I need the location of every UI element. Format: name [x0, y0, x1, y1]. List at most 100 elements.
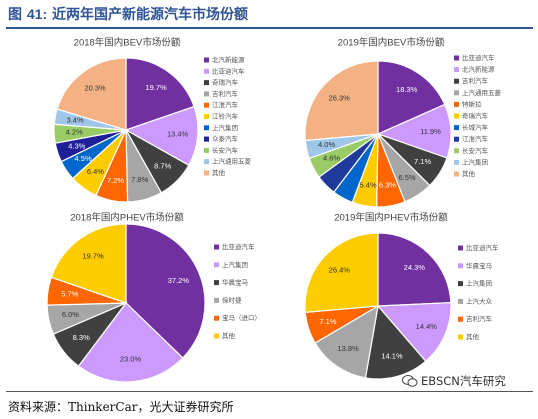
slice-label: 4.3%: [68, 141, 85, 150]
slice-label: 4.5%: [75, 154, 92, 163]
legend-swatch: [454, 55, 459, 61]
pie-slice: [77, 302, 184, 383]
legend-item: 其他: [466, 332, 480, 341]
figure-title-text: 近两年国产新能源汽车市场份额: [51, 7, 248, 23]
pie-slice: [314, 304, 379, 379]
slice-label: 7.1%: [319, 317, 336, 326]
legend-item: 其他: [462, 169, 476, 178]
legend-item: 华晨宝马: [222, 278, 248, 287]
legend-item: 宝马（进口）: [222, 313, 261, 322]
pie-slice: [376, 302, 452, 363]
slice-label: 24.3%: [404, 263, 426, 272]
legend-swatch: [204, 80, 209, 86]
pie-slice: [377, 232, 452, 307]
slice-label: 19.7%: [82, 252, 104, 261]
pie-svg: 2018年国内PHEV市场份额 37.2% 23.0% 8.3% 6.0% 5.7% 19.…: [46, 211, 261, 383]
legend-swatch: [458, 298, 463, 304]
pie-slice: [304, 60, 379, 142]
pie-slice: [124, 105, 199, 167]
legend-item: 北汽新能源: [462, 65, 495, 74]
chart-bev-2019: 2019年国内BEV市场份额 18.3% 11.9% 7.1% 6.5% 6.3% 5.4%…: [270, 30, 532, 208]
legend-item: 上汽集团: [462, 157, 488, 166]
legend-swatch: [204, 102, 209, 108]
legend-swatch: [204, 136, 209, 142]
legend-item: 上汽大众: [466, 296, 493, 305]
legend-swatch: [214, 262, 219, 268]
chart-bev-2018: 2018年国内BEV市场份额 19.7% 13.4% 8.7% 7.8% 7.2% 6.4%…: [6, 30, 268, 205]
legend-swatch: [214, 297, 219, 303]
title-rule: [6, 27, 533, 29]
legend-swatch: [454, 78, 459, 84]
pie-svg: 2019年国内PHEV市场份额 24.3% 14.4% 14.1% 13.8% 7.1% 2…: [304, 211, 499, 380]
legend-swatch: [454, 136, 459, 142]
pie-svg: 2018年国内BEV市场份额 19.7% 13.4% 8.7% 7.8% 7.2%6.4%…: [53, 36, 252, 203]
figure-title-number: 41:: [26, 6, 48, 22]
legend-swatch: [204, 57, 209, 63]
legend-item: 吉利汽车: [212, 89, 239, 98]
legend-swatch: [204, 147, 209, 153]
legend-swatch: [454, 67, 459, 73]
pie-slice: [304, 232, 379, 313]
legend-item: 比亚迪汽车: [212, 66, 245, 75]
legend-item: 上汽集团: [466, 279, 492, 288]
legend-item: 吉利汽车: [466, 314, 493, 323]
slice-label: 5.7%: [61, 289, 78, 298]
slice-label: 7.2%: [107, 176, 124, 185]
legend-item: 比亚迪汽车: [462, 53, 495, 62]
slice-label: 13.4%: [167, 130, 189, 139]
legend-item: 众泰汽车: [212, 134, 239, 143]
legend-item: 华晨宝马: [466, 261, 492, 270]
legend-item: 北汽新能源: [212, 55, 245, 64]
legend-item: 特斯拉: [462, 99, 482, 108]
legend-item: 吉利汽车: [462, 76, 489, 85]
figure-title-prefix: 图: [8, 7, 22, 23]
slice-label: 5.4%: [360, 181, 377, 190]
chart-phev-2019: 2019年国内PHEV市场份额 24.3% 14.4% 14.1% 13.8% 7.1% 2…: [270, 206, 532, 388]
legend-item: 江淮汽车: [212, 100, 239, 109]
legend-swatch: [458, 334, 463, 340]
legend-item: 其他: [212, 168, 226, 177]
legend-item: 长安汽车: [462, 146, 489, 155]
chart-title: 2018年国内PHEV市场份额: [70, 211, 184, 223]
slice-label: 6.0%: [62, 310, 79, 319]
legend-swatch: [454, 159, 459, 165]
legend-swatch: [204, 91, 209, 97]
legend-swatch: [454, 125, 459, 131]
source-rule: [6, 391, 533, 392]
slice-label: 18.3%: [396, 85, 418, 94]
slice-label: 4.0%: [318, 140, 335, 149]
slice-label: 7.8%: [131, 175, 148, 184]
slice-label: 37.2%: [168, 276, 190, 285]
legend-item: 奇瑞汽车: [462, 111, 489, 120]
slice-label: 13.8%: [337, 344, 359, 353]
slice-label: 3.4%: [67, 115, 84, 124]
legend-swatch: [214, 244, 219, 250]
slice-label: 6.5%: [398, 173, 415, 182]
slice-label: 23.0%: [120, 355, 142, 364]
chart-phev-2018: 2018年国内PHEV市场份额 37.2% 23.0% 8.3% 6.0% 5.7% 19.…: [6, 206, 268, 388]
slice-label: 4.6%: [323, 153, 340, 162]
slice-label: 8.3%: [73, 333, 90, 342]
legend-item: 江淮汽车: [462, 134, 489, 143]
legend-swatch: [204, 125, 209, 131]
legend-item: 上汽集团: [212, 123, 238, 132]
slice-label: 4.2%: [66, 128, 83, 137]
legend-swatch: [458, 245, 463, 251]
legend-swatch: [458, 316, 463, 322]
slice-label: 14.1%: [381, 352, 403, 361]
legend-item: 奇瑞汽车: [212, 78, 239, 87]
legend-item: 比亚迪汽车: [222, 242, 255, 251]
slice-label: 20.3%: [84, 83, 106, 92]
legend-swatch: [204, 68, 209, 74]
legend-swatch: [204, 170, 209, 176]
wechat-icon: [402, 375, 418, 387]
legend-swatch: [214, 315, 219, 321]
legend-item: 比亚迪汽车: [466, 243, 499, 252]
pie-slice: [377, 60, 446, 135]
pie-slice: [364, 304, 427, 380]
legend-swatch: [204, 114, 209, 119]
slice-label: 11.9%: [420, 127, 441, 136]
legend-item: 保时捷: [222, 295, 242, 304]
slice-label: 14.4%: [416, 322, 438, 331]
legend-item: 长安汽车: [212, 145, 239, 154]
